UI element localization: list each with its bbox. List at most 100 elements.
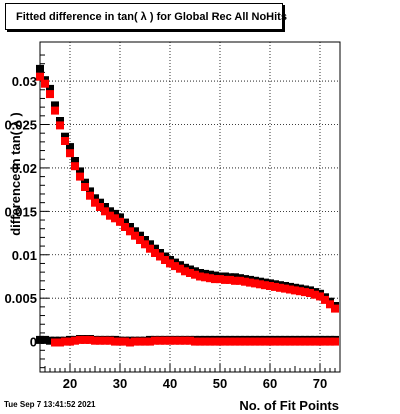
data-point-series-1 (326, 300, 334, 309)
data-point-series-3 (106, 336, 114, 345)
data-point-series-3 (256, 337, 264, 346)
data-point-series-0 (51, 101, 59, 110)
data-point-series-1 (41, 79, 49, 88)
data-point-series-1 (181, 267, 189, 276)
data-point-series-1 (271, 282, 279, 291)
data-point-series-1 (86, 191, 94, 200)
data-point-series-0 (131, 227, 139, 236)
y-tick-label: 0.015 (4, 204, 37, 219)
data-point-series-0 (111, 209, 119, 218)
data-point-series-3 (216, 337, 224, 346)
x-tick-label: 40 (163, 376, 177, 391)
data-point-series-0 (56, 117, 64, 125)
data-point-series-3 (51, 338, 59, 347)
data-point-series-3 (241, 337, 249, 346)
data-point-series-3 (231, 337, 239, 346)
data-point-series-1 (236, 276, 244, 285)
data-point-series-1 (276, 283, 284, 292)
data-point-series-3 (86, 335, 94, 344)
data-point-series-1 (176, 264, 184, 273)
data-point-series-0 (61, 132, 69, 141)
data-point-series-3 (326, 337, 334, 346)
data-point-series-3 (191, 337, 199, 346)
data-point-series-3 (316, 337, 324, 346)
data-point-series-3 (61, 337, 69, 346)
timestamp: Tue Sep 7 13:41:52 2021 (4, 400, 96, 409)
y-tick-label: 0.01 (12, 248, 37, 263)
data-point-series-1 (306, 289, 314, 297)
data-point-series-0 (91, 194, 99, 203)
data-point-series-3 (331, 337, 339, 346)
data-point-series-1 (81, 183, 89, 191)
data-point-series-0 (146, 240, 154, 249)
data-point-series-2 (46, 336, 54, 345)
data-point-series-1 (291, 286, 299, 295)
data-point-series-1 (281, 284, 289, 293)
data-point-series-0 (71, 157, 79, 165)
data-point-series-3 (186, 336, 194, 345)
data-point-series-3 (301, 337, 309, 346)
data-point-series-3 (226, 337, 234, 346)
y-tick-label: 0.02 (12, 161, 37, 176)
data-point-series-3 (151, 336, 159, 345)
data-point-series-1 (201, 273, 209, 282)
data-point-series-3 (176, 336, 184, 345)
data-point-series-1 (51, 106, 59, 115)
data-point-series-0 (46, 84, 54, 93)
data-point-series-0 (81, 178, 89, 187)
data-point-series-3 (76, 335, 84, 344)
data-point-series-3 (156, 336, 164, 345)
data-point-series-0 (66, 143, 74, 152)
data-markers (36, 64, 339, 347)
data-point-series-1 (221, 275, 229, 284)
data-point-series-1 (71, 162, 79, 171)
data-point-series-1 (226, 275, 234, 284)
data-point-series-3 (136, 337, 144, 346)
data-point-series-3 (121, 337, 129, 346)
data-point-series-3 (281, 337, 289, 346)
data-point-series-0 (151, 244, 159, 253)
data-point-series-3 (296, 337, 304, 346)
data-point-series-1 (196, 272, 204, 281)
chart-title-box: Fitted difference in tan( λ ) for Global… (5, 3, 287, 30)
data-point-series-0 (141, 236, 149, 244)
data-point-series-1 (311, 290, 319, 299)
data-point-series-1 (76, 172, 84, 181)
data-point-series-0 (106, 207, 114, 216)
data-point-series-3 (286, 337, 294, 346)
data-point-series-1 (96, 203, 104, 211)
data-point-series-3 (206, 337, 214, 346)
x-tick-label: 20 (63, 376, 77, 391)
data-point-series-1 (156, 252, 164, 261)
x-tick-label: 60 (263, 376, 277, 391)
data-point-series-3 (141, 337, 149, 346)
data-point-series-1 (216, 275, 224, 284)
data-point-series-3 (291, 337, 299, 346)
data-point-series-1 (66, 149, 74, 158)
data-point-series-3 (246, 337, 254, 346)
data-point-series-3 (131, 337, 139, 346)
data-point-series-1 (266, 282, 274, 290)
data-point-series-3 (211, 337, 219, 346)
data-point-series-3 (221, 337, 229, 346)
data-point-series-1 (331, 304, 339, 313)
x-tick-label: 70 (313, 376, 327, 391)
chart-title: Fitted difference in tan( λ ) for Global… (16, 10, 287, 23)
data-point-series-1 (106, 211, 114, 220)
data-point-series-3 (171, 336, 179, 345)
data-point-series-0 (101, 203, 109, 211)
data-point-series-3 (161, 336, 169, 345)
y-tick-label: 0.025 (4, 118, 37, 133)
data-point-series-0 (76, 167, 84, 176)
data-point-series-1 (61, 137, 69, 145)
data-point-series-0 (126, 223, 134, 231)
data-point-series-3 (306, 337, 314, 346)
x-tick-label: 50 (213, 376, 227, 391)
data-point-series-1 (116, 217, 124, 226)
data-point-series-3 (91, 336, 99, 345)
data-point-series-1 (191, 270, 199, 279)
data-point-series-3 (201, 337, 209, 346)
data-point-series-1 (131, 231, 139, 240)
data-point-series-3 (96, 336, 104, 345)
data-point-series-3 (261, 337, 269, 346)
